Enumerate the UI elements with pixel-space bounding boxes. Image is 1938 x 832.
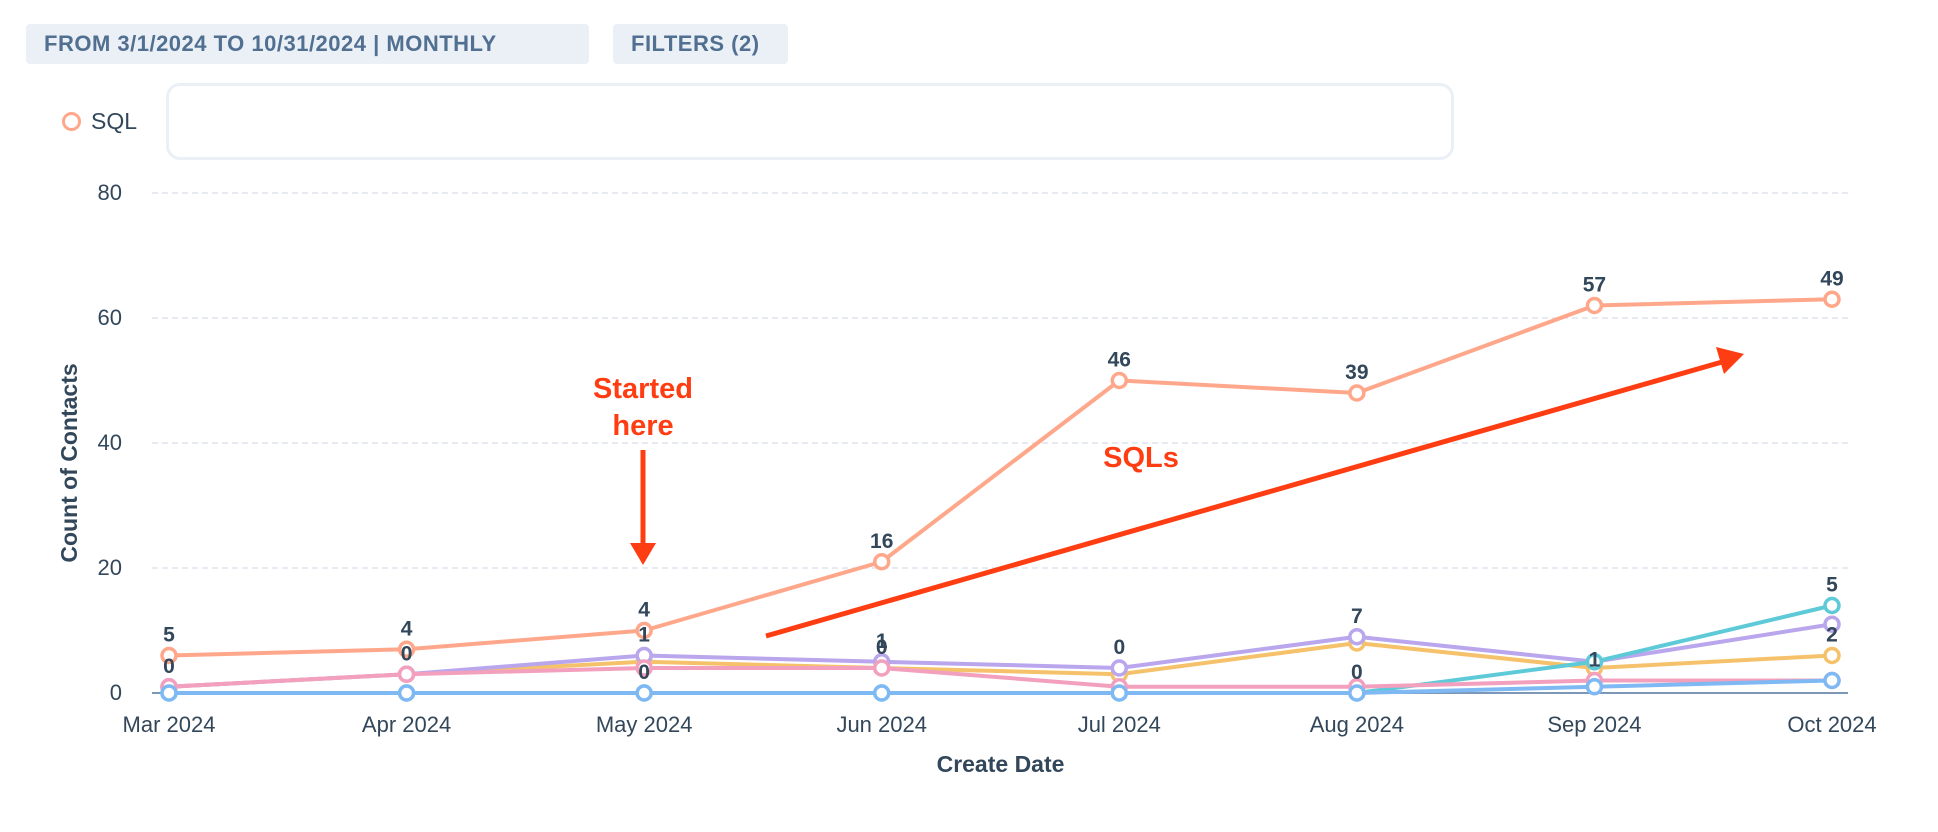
data-point-sql [635, 621, 653, 640]
filters-button[interactable]: FILTERS (2) [613, 24, 788, 64]
data-point-series-f [1585, 678, 1604, 696]
annotation-sqls: SQLs [1103, 442, 1179, 474]
data-point-sql [872, 553, 891, 571]
date-range-label: FROM 3/1/2024 TO 10/31/2024 | MONTHLY [44, 31, 497, 56]
data-point-series-e [635, 659, 653, 677]
x-tick-label: Mar 2024 [123, 712, 216, 737]
annotation-down-arrow-head [630, 543, 656, 565]
data-point-sql [1110, 371, 1129, 390]
gridlines [152, 192, 1848, 569]
y-tick-label: 0 [110, 680, 122, 705]
x-tick-label: Aug 2024 [1310, 712, 1404, 737]
data-point-series-f [1823, 671, 1841, 690]
y-tick-label: 40 [98, 430, 122, 455]
data-point-series-e [872, 659, 891, 677]
series-lines [160, 290, 1841, 702]
data-point-series-f [872, 684, 891, 702]
data-label: 1 [876, 630, 888, 653]
data-label: 4 [638, 599, 650, 622]
data-label: 7 [1351, 605, 1363, 628]
data-label: 0 [401, 642, 413, 665]
data-label: 5 [163, 624, 175, 647]
y-axis-title: Count of Contacts [56, 363, 82, 562]
data-label: 4 [401, 617, 413, 640]
data-label: 1 [1589, 649, 1601, 672]
data-label: 16 [870, 530, 893, 553]
data-point-series-c [1823, 615, 1841, 633]
data-label: 0 [163, 655, 175, 678]
y-tick-label: 60 [98, 305, 122, 330]
data-point-sql [1348, 384, 1366, 402]
data-point-sql [160, 646, 178, 665]
x-tick-label: May 2024 [596, 712, 693, 737]
data-label: 1 [638, 624, 650, 647]
legend-search-box[interactable] [166, 83, 1454, 160]
data-label: 39 [1345, 361, 1368, 384]
data-label: 46 [1108, 349, 1131, 372]
annotations: Started here SQLs [593, 347, 1744, 639]
data-point-series-c [1348, 628, 1366, 646]
series-line-series-c [168, 622, 1833, 689]
data-point-series-f [160, 684, 178, 702]
legend-marker-icon [62, 112, 81, 131]
data-label: 0 [876, 636, 888, 659]
annotation-trend-arrow-head [1716, 347, 1744, 374]
x-tick-label: Apr 2024 [362, 712, 451, 737]
data-point-sql [1585, 296, 1604, 315]
data-point-series-d [1823, 646, 1841, 665]
data-label: 2 [1826, 624, 1838, 647]
data-point-sql [1823, 290, 1841, 308]
x-tick-label: Sep 2024 [1547, 712, 1641, 737]
annotation-started-here-line2: here [612, 410, 673, 442]
data-label: 57 [1583, 274, 1606, 297]
legend-item-sql[interactable]: SQL [62, 108, 137, 135]
data-point-series-e [397, 665, 416, 683]
x-tick-label: Oct 2024 [1787, 712, 1876, 737]
annotation-trend-arrow-shaft [765, 359, 1723, 639]
y-tick-label: 20 [98, 555, 122, 580]
series-line-series-f [169, 678, 1833, 695]
data-point-series-f [635, 684, 653, 702]
data-point-series-c [1110, 659, 1129, 677]
y-tick-label: 80 [98, 180, 122, 205]
annotation-started-here-line1: Started [593, 373, 693, 405]
data-label: 5 [1826, 574, 1838, 597]
series-line-sql [168, 297, 1833, 658]
x-tick-label: Jul 2024 [1078, 712, 1161, 737]
filters-label: FILTERS (2) [631, 31, 760, 56]
data-point-series-f [397, 684, 416, 702]
data-point-series-f [1348, 684, 1366, 702]
data-label: 49 [1820, 267, 1843, 290]
data-point-series-b [1585, 653, 1604, 671]
legend-label: SQL [91, 108, 138, 134]
data-label: 0 [1351, 661, 1363, 684]
x-tick-label: Jun 2024 [836, 712, 927, 737]
data-label: 0 [1113, 636, 1125, 659]
data-point-sql [397, 640, 416, 658]
data-point-series-f [1110, 684, 1129, 702]
series-line-series-e [168, 666, 1832, 689]
date-range-filter-chip[interactable]: FROM 3/1/2024 TO 10/31/2024 | MONTHLY [26, 24, 589, 64]
data-label: 0 [638, 661, 650, 684]
x-axis-title: Create Date [937, 751, 1065, 777]
data-point-series-b [1823, 596, 1841, 615]
